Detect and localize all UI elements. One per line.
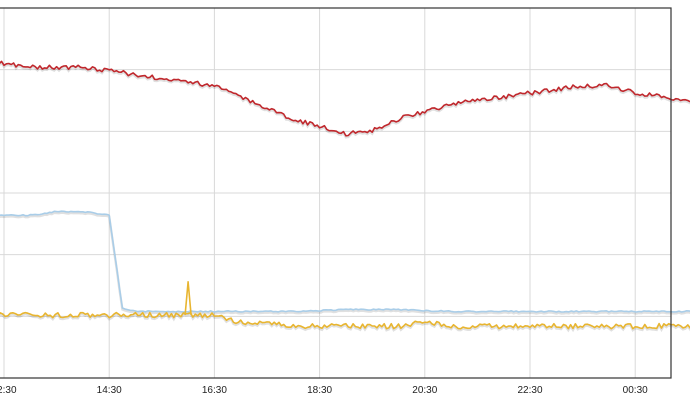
x-tick-label: 22:30 <box>517 385 542 396</box>
series-shadow <box>0 61 690 139</box>
series-line-1 <box>0 60 690 137</box>
series-spike <box>184 281 192 316</box>
plot-frame <box>0 7 672 379</box>
series-shadow <box>0 311 690 333</box>
series-line-2 <box>0 210 690 313</box>
x-tick-label: 14:30 <box>97 385 122 396</box>
x-tick-label: 18:30 <box>307 385 332 396</box>
series-line-3 <box>0 311 690 330</box>
x-tick-label: 16:30 <box>202 385 227 396</box>
x-axis-tick-labels: 12:3014:3016:3018:3020:3022:3000:3002:30… <box>0 385 648 396</box>
series-shadow <box>0 211 690 315</box>
x-tick-label: 12:30 <box>0 385 17 396</box>
x-tick-label: 20:30 <box>412 385 437 396</box>
series-lines <box>0 60 690 333</box>
x-tick-label: 00:30 <box>623 385 648 396</box>
grid <box>0 8 671 378</box>
